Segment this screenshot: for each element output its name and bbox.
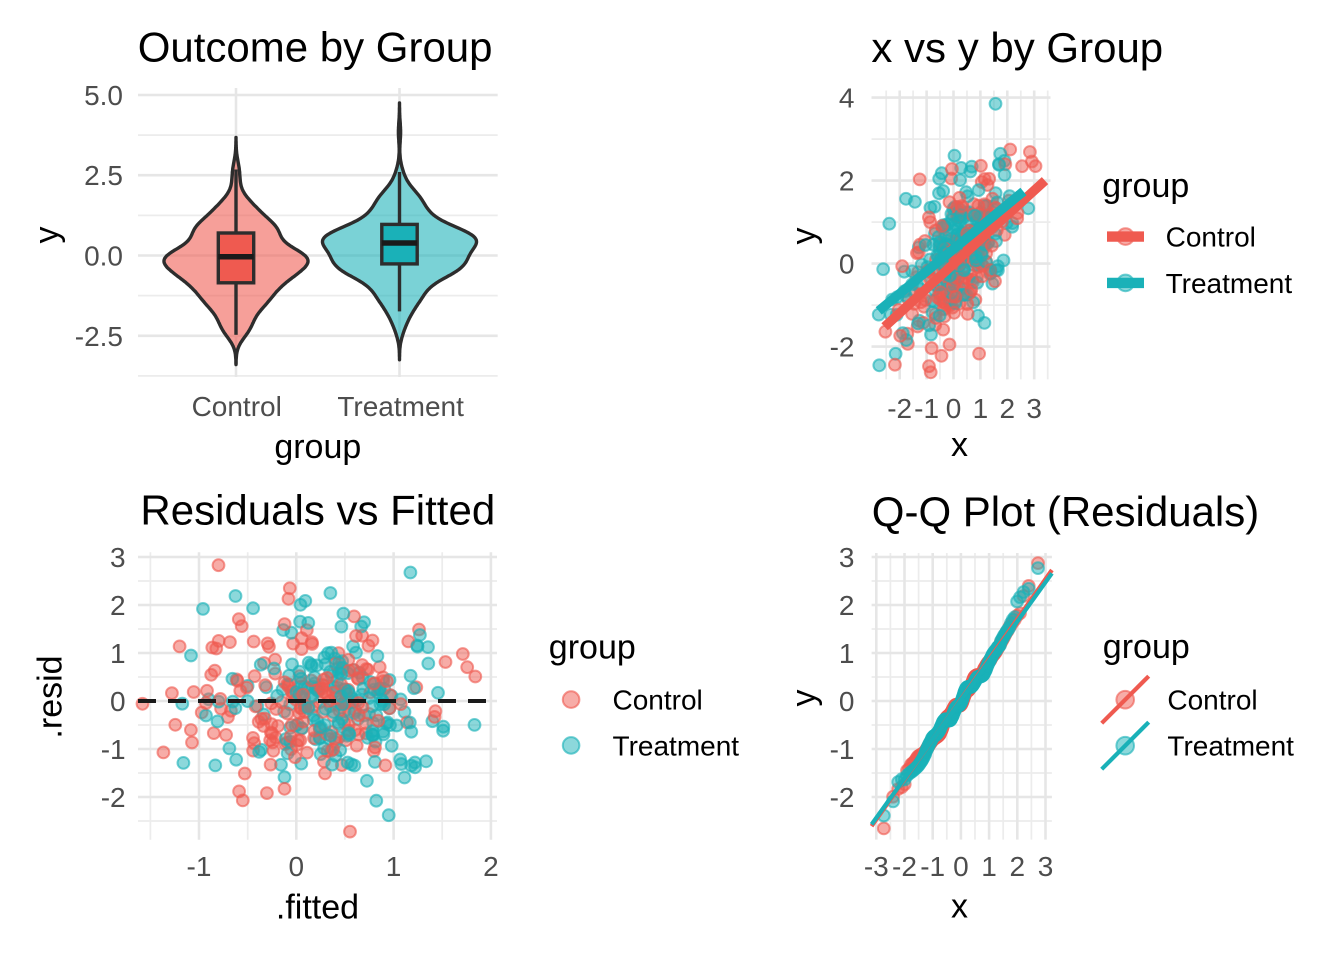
svg-text:Treatment: Treatment [337, 391, 464, 422]
svg-text:-1: -1 [830, 734, 855, 765]
svg-text:1: 1 [110, 638, 126, 669]
svg-text:2: 2 [1010, 851, 1026, 882]
svg-text:Outcome by Group: Outcome by Group [138, 24, 493, 71]
svg-text:Control: Control [1166, 222, 1256, 253]
svg-text:2: 2 [839, 166, 855, 197]
svg-text:group: group [1103, 628, 1190, 666]
svg-text:2: 2 [483, 851, 499, 882]
svg-text:2: 2 [839, 590, 855, 621]
svg-text:0: 0 [839, 686, 855, 717]
svg-text:Residuals vs Fitted: Residuals vs Fitted [140, 487, 495, 534]
svg-text:x: x [951, 426, 968, 464]
svg-text:0.0: 0.0 [84, 241, 123, 272]
svg-text:1: 1 [839, 638, 855, 669]
svg-text:-2: -2 [830, 332, 855, 363]
svg-text:2: 2 [110, 590, 126, 621]
svg-text:-1: -1 [187, 851, 212, 882]
svg-text:-1: -1 [920, 851, 945, 882]
svg-text:Control: Control [613, 685, 703, 716]
svg-text:2: 2 [1000, 393, 1016, 424]
svg-text:3: 3 [839, 542, 855, 573]
svg-text:x: x [951, 888, 968, 926]
svg-text:y: y [785, 228, 823, 245]
svg-text:-3: -3 [864, 851, 889, 882]
svg-text:group: group [1102, 167, 1189, 205]
svg-text:4: 4 [839, 83, 855, 114]
svg-text:3: 3 [1026, 393, 1042, 424]
svg-text:0: 0 [953, 851, 969, 882]
svg-text:2.5: 2.5 [84, 160, 123, 191]
svg-text:group: group [549, 629, 636, 667]
svg-text:Treatment: Treatment [613, 730, 740, 761]
svg-text:y: y [28, 227, 66, 244]
svg-text:0: 0 [946, 393, 962, 424]
svg-text:Treatment: Treatment [1167, 731, 1294, 762]
svg-text:-2.5: -2.5 [75, 321, 123, 352]
svg-text:-1: -1 [101, 734, 126, 765]
svg-text:5.0: 5.0 [84, 80, 123, 111]
svg-text:1: 1 [973, 393, 989, 424]
svg-text:Control: Control [1167, 685, 1257, 716]
svg-text:-2: -2 [892, 851, 917, 882]
svg-text:-2: -2 [830, 782, 855, 813]
svg-text:y: y [785, 690, 823, 707]
svg-text:.fitted: .fitted [276, 889, 359, 927]
svg-text:3: 3 [110, 542, 126, 573]
svg-text:x vs y by Group: x vs y by Group [871, 24, 1163, 71]
svg-text:Control: Control [192, 391, 282, 422]
svg-text:3: 3 [1038, 851, 1054, 882]
svg-text:0: 0 [839, 249, 855, 280]
svg-text:0: 0 [289, 851, 305, 882]
svg-text:-2: -2 [101, 782, 126, 813]
svg-text:0: 0 [110, 686, 126, 717]
svg-text:-2: -2 [887, 393, 912, 424]
svg-text:Q-Q Plot (Residuals): Q-Q Plot (Residuals) [872, 488, 1259, 535]
svg-text:Treatment: Treatment [1166, 268, 1293, 299]
svg-text:1: 1 [386, 851, 402, 882]
svg-text:1: 1 [981, 851, 997, 882]
svg-text:group: group [274, 428, 361, 466]
svg-text:.resid: .resid [32, 655, 70, 738]
svg-text:-1: -1 [914, 393, 939, 424]
